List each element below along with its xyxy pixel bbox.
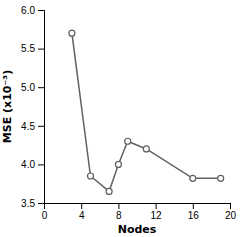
tick-label: 20 [225, 210, 237, 221]
tick-mark [38, 10, 44, 11]
tick-mark [193, 203, 194, 209]
tick-mark [38, 164, 44, 165]
tick: 12 [151, 203, 163, 221]
tick-mark [38, 87, 44, 88]
point [106, 188, 112, 194]
point [88, 173, 94, 179]
point [190, 175, 196, 181]
tick: 8 [116, 203, 122, 221]
point [115, 161, 121, 167]
tick-mark [38, 203, 44, 204]
point [218, 175, 224, 181]
tick-label: 5.0 [21, 82, 35, 93]
x-axis-title: Nodes [118, 223, 157, 236]
tick: 5.5 [21, 43, 44, 54]
tick: 4.0 [21, 159, 44, 170]
tick-label: 4.5 [21, 121, 35, 132]
tick-label: 8 [116, 210, 122, 221]
tick-mark [38, 126, 44, 127]
axis-domain [45, 204, 231, 210]
plot: 0 4 8 12 16 20 3.5 4.0 4.5 5.0 5.5 6.0 [21, 5, 236, 221]
tick-label: 6.0 [21, 5, 35, 16]
y-axis-title: MSE (x10⁻³) [1, 70, 14, 143]
tick: 0 [42, 203, 48, 221]
tick: 4.5 [21, 121, 44, 132]
tick-label: 4 [79, 210, 85, 221]
tick-mark [118, 203, 119, 209]
tick: 5.0 [21, 82, 44, 93]
y-axis: 3.5 4.0 4.5 5.0 5.5 6.0 [21, 5, 44, 209]
tick-mark [156, 203, 157, 209]
tick-label: 16 [188, 210, 200, 221]
tick: 6.0 [21, 5, 44, 16]
tick-label: 4.0 [21, 159, 35, 170]
tick: 16 [188, 203, 200, 221]
line [72, 33, 221, 191]
axis-domain [38, 11, 45, 204]
tick: 3.5 [21, 198, 44, 209]
point [143, 146, 149, 152]
tick-label: 3.5 [21, 198, 35, 209]
tick-label: 12 [151, 210, 163, 221]
tick-label: 0 [42, 210, 48, 221]
point [69, 30, 75, 36]
tick-mark [81, 203, 82, 209]
x-axis: 0 4 8 12 16 20 [42, 203, 237, 221]
tick-mark [38, 49, 44, 50]
tick: 20 [225, 203, 237, 221]
chart: 0 4 8 12 16 20 3.5 4.0 4.5 5.0 5.5 6.0 Nodes MSE (x10… [0, 0, 242, 237]
tick-mark [230, 203, 231, 209]
point [125, 138, 131, 144]
series [69, 30, 224, 194]
tick-label: 5.5 [21, 43, 35, 54]
tick: 4 [79, 203, 85, 221]
